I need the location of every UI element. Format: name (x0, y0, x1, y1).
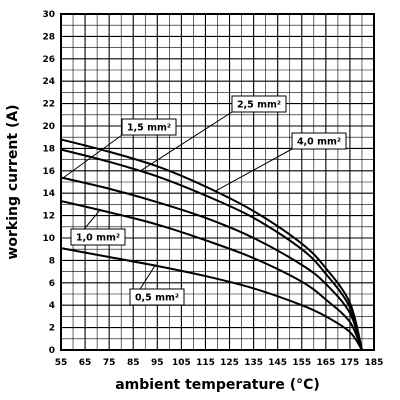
x-tick-label: 145 (268, 358, 287, 368)
label-text: 1,5 mm² (127, 123, 171, 134)
x-tick-label: 65 (79, 358, 92, 368)
series-labels: 1,5 mm² 2,5 mm² 4,0 mm² 1,0 mm² 0,5 mm² (62, 95, 347, 306)
label-box (231, 95, 287, 113)
y-tick-label: 6 (49, 279, 55, 289)
series-label-4: 0,5 mm² (129, 265, 185, 306)
series-line-1 (60, 200, 363, 351)
series-line-3 (60, 148, 363, 351)
y-tick-label: 14 (42, 189, 55, 199)
x-tick-label: 115 (196, 358, 215, 368)
x-tick-label: 55 (55, 358, 68, 368)
series-label-1: 2,5 mm² (139, 95, 287, 172)
x-tick-label: 75 (103, 358, 116, 368)
label-leader-line (139, 111, 233, 172)
x-tick-label: 95 (151, 358, 164, 368)
x-tick-label: 175 (341, 358, 360, 368)
x-axis-title: ambient temperature (°C) (115, 377, 320, 393)
label-leader-line (62, 134, 123, 179)
y-tick-label: 12 (42, 212, 55, 222)
label-text: 2,5 mm² (237, 100, 281, 111)
y-tick-label: 26 (42, 55, 55, 65)
x-tick-label: 85 (127, 358, 140, 368)
y-axis-title: working current (A) (5, 104, 21, 259)
x-tick-label: 105 (172, 358, 191, 368)
label-box (121, 118, 177, 136)
y-tick-label: 4 (49, 301, 55, 311)
label-text: 0,5 mm² (135, 293, 179, 304)
y-tick-label: 8 (49, 256, 55, 266)
y-tick-label: 2 (49, 324, 55, 334)
series-line-2 (60, 176, 363, 351)
y-tick-label: 20 (42, 122, 55, 132)
label-box (70, 228, 126, 246)
series-label-3: 1,0 mm² (70, 209, 126, 246)
series-line-4 (60, 138, 363, 351)
label-box (129, 288, 185, 306)
label-leader-line (214, 148, 293, 192)
y-tick-label: 24 (42, 77, 55, 87)
x-tick-label: 165 (316, 358, 335, 368)
x-tick-label: 155 (292, 358, 311, 368)
label-text: 4,0 mm² (297, 137, 341, 148)
x-tick-labels: 55 65 75 85 95 105 115 125 135 145 155 165 175 185 (55, 358, 384, 368)
label-box (291, 132, 347, 150)
series-line-0 (60, 247, 363, 351)
series-label-2: 4,0 mm² (214, 132, 347, 192)
y-tick-label: 0 (49, 346, 55, 356)
label-text: 1,0 mm² (76, 233, 120, 244)
y-tick-label: 18 (42, 144, 55, 154)
series-lines (60, 138, 363, 351)
x-tick-label: 135 (244, 358, 263, 368)
y-tick-label: 28 (42, 32, 55, 42)
y-tick-label: 30 (42, 10, 55, 20)
series-label-0: 1,5 mm² (62, 118, 177, 179)
y-tick-label: 16 (42, 167, 55, 177)
y-tick-label: 10 (42, 234, 55, 244)
x-tick-label: 185 (365, 358, 384, 368)
plot-frame (60, 13, 375, 351)
x-tick-label: 125 (220, 358, 239, 368)
y-tick-label: 22 (42, 100, 55, 110)
